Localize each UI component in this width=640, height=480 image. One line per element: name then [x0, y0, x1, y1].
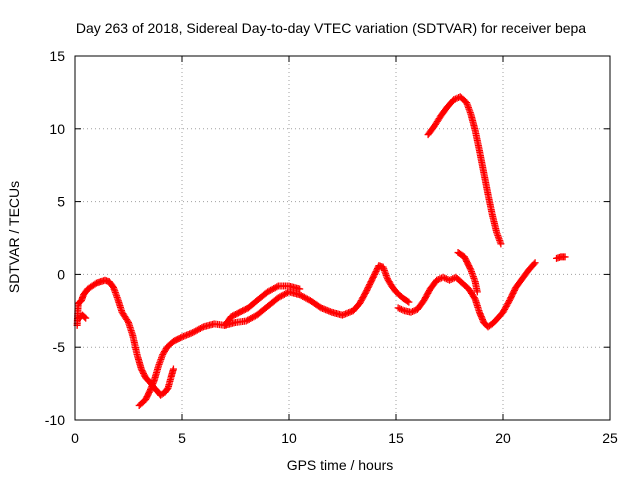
- data-point: [396, 305, 404, 313]
- data-point: [409, 308, 417, 316]
- data-point: [276, 293, 284, 301]
- y-tick-label: 10: [49, 121, 65, 137]
- data-point: [193, 326, 201, 334]
- data-point: [250, 313, 258, 321]
- data-point: [439, 273, 447, 281]
- data-point: [297, 292, 305, 300]
- data-point: [299, 292, 307, 300]
- series-segment-d: [394, 259, 539, 331]
- tick-layer: 0 5 10 15 20 25 -10 -5 0 5 10 15: [45, 48, 618, 446]
- grid-layer: [75, 56, 610, 420]
- data-point: [530, 260, 538, 268]
- data-point: [451, 95, 459, 103]
- data-point: [195, 325, 203, 333]
- data-point: [447, 275, 455, 283]
- data-point: [300, 293, 308, 301]
- x-tick-label: 0: [71, 430, 79, 446]
- data-layer: [73, 93, 569, 409]
- series-segment-c: [221, 282, 304, 329]
- data-point: [466, 265, 474, 273]
- data-point: [192, 327, 200, 335]
- data-point: [270, 285, 278, 293]
- data-point: [242, 317, 250, 325]
- chart-title: Day 263 of 2018, Sidereal Day-to-day VTE…: [76, 20, 586, 36]
- series-segment-g: [553, 253, 569, 262]
- data-point: [394, 304, 402, 312]
- data-point: [407, 308, 415, 316]
- data-point: [274, 294, 282, 302]
- data-point: [450, 96, 458, 104]
- data-point: [561, 253, 569, 261]
- data-point: [470, 294, 478, 302]
- data-point: [434, 275, 442, 283]
- data-point: [271, 284, 279, 292]
- data-point: [531, 259, 539, 267]
- y-tick-label: 0: [57, 266, 65, 282]
- data-point: [268, 285, 276, 293]
- data-point: [399, 306, 407, 314]
- data-point: [436, 275, 444, 283]
- series-segment-a: [73, 276, 177, 399]
- series-segment-f: [454, 249, 481, 296]
- y-tick-label: 5: [57, 194, 65, 210]
- data-point: [265, 287, 273, 295]
- y-tick-label: -10: [45, 412, 65, 428]
- x-tick-label: 10: [281, 430, 297, 446]
- data-point: [497, 240, 505, 248]
- data-point: [247, 314, 255, 322]
- data-point: [198, 324, 206, 332]
- y-axis-label: SDTVAR / TECUs: [6, 181, 22, 293]
- data-point: [397, 305, 405, 313]
- series-segment-e: [424, 93, 505, 248]
- data-point: [82, 314, 90, 322]
- data-point: [404, 297, 412, 305]
- data-point: [277, 292, 285, 300]
- data-point: [273, 283, 281, 291]
- x-tick-label: 20: [495, 430, 511, 446]
- x-tick-label: 25: [602, 430, 618, 446]
- series-segment-b: [135, 262, 413, 409]
- data-point: [441, 274, 449, 282]
- data-point: [442, 275, 450, 283]
- data-point: [280, 290, 288, 298]
- x-tick-label: 15: [388, 430, 404, 446]
- data-point: [169, 365, 177, 373]
- data-point: [189, 329, 197, 337]
- data-point: [302, 294, 310, 302]
- data-point: [264, 288, 272, 296]
- x-tick-label: 5: [178, 430, 186, 446]
- plot-frame: [74, 55, 611, 421]
- series-segment-a-low: [75, 311, 90, 322]
- data-point: [303, 295, 311, 303]
- y-tick-label: -5: [53, 339, 66, 355]
- data-point: [296, 285, 304, 293]
- data-point: [405, 298, 413, 306]
- data-point: [279, 291, 287, 299]
- data-point: [267, 286, 275, 294]
- x-axis-label: GPS time / hours: [287, 457, 394, 473]
- data-point: [473, 288, 481, 296]
- data-point: [282, 290, 290, 298]
- data-point: [410, 307, 418, 315]
- y-tick-label: 15: [49, 48, 65, 64]
- data-point: [248, 314, 256, 322]
- data-point: [244, 316, 252, 324]
- data-point: [446, 276, 453, 284]
- data-point: [190, 328, 198, 336]
- data-point: [124, 317, 132, 325]
- data-point: [245, 315, 253, 323]
- data-point: [81, 313, 89, 321]
- data-point: [433, 276, 441, 284]
- data-point: [196, 324, 204, 332]
